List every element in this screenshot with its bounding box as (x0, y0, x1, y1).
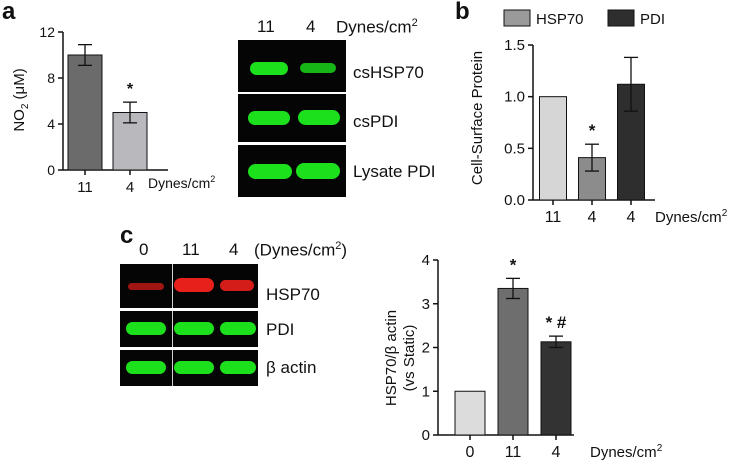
bar (540, 341, 572, 436)
panel-letter-b: b (455, 0, 470, 25)
band (126, 322, 166, 335)
legend-swatch-pdi (607, 9, 635, 27)
bar (454, 390, 486, 436)
bar (539, 96, 567, 201)
y-tick-label: 3 (422, 296, 430, 313)
band (174, 322, 214, 335)
panel-c-ylabel: HSP70/β actin (vs Static) (383, 310, 418, 406)
y-tick-label: 0.0 (504, 192, 525, 209)
bar (497, 287, 529, 436)
panel-c-xunit: Dynes/cm2 (590, 443, 663, 461)
blot-a-row-cshsp70 (238, 40, 346, 92)
svg-text:(vs Static): (vs Static) (401, 325, 418, 392)
x-tick-label: 11 (77, 179, 93, 196)
y-tick-label: 0.5 (504, 140, 525, 157)
legend-label-hsp70: HSP70 (536, 11, 584, 28)
blot-a-label-cshsp70: csHSP70 (353, 63, 424, 82)
panel-a-chart: NO2 (μM) 0 4 8 12 11 * 4 Dynes/cm2 (11, 24, 215, 196)
blot-c-lane-label: 0 (139, 240, 149, 259)
blot-c-unit-label: (Dynes/cm2) (254, 240, 348, 260)
band (220, 361, 256, 374)
band (298, 110, 340, 125)
band (126, 361, 166, 374)
svg-text:Cell-Surface Protein: Cell-Surface Protein (469, 51, 486, 185)
panel-b-chart: Cell-Surface Protein HSP70 PDI 0.0 0.5 1.0… (469, 9, 728, 226)
significance-marker: * (127, 81, 134, 98)
legend: HSP70 PDI (503, 9, 665, 28)
y-tick-label: 4 (47, 116, 55, 132)
blot-c-label-pdi: PDI (266, 320, 295, 339)
band (128, 283, 164, 290)
panel-a-xunit: Dynes/cm2 (148, 174, 215, 191)
blot-c-row-pdi (120, 311, 258, 347)
blot-c-row-beta-actin (120, 350, 258, 386)
y-tick-label: 4 (422, 252, 430, 269)
significance-marker: * (589, 121, 596, 140)
x-tick-label: 4 (552, 444, 561, 461)
bar (67, 54, 103, 171)
x-tick-label: 4 (126, 179, 134, 196)
band (250, 62, 288, 75)
y-tick-label: 0 (47, 162, 55, 178)
band (248, 164, 292, 179)
band (220, 322, 256, 335)
blot-c-lane-label: 11 (182, 240, 200, 259)
x-tick-label: 0 (466, 444, 475, 461)
x-tick-label: 11 (505, 444, 522, 461)
panel-b-ylabel: Cell-Surface Protein (469, 51, 486, 185)
lane-divider (172, 264, 173, 308)
significance-marker: * # (546, 313, 567, 332)
blot-c-row-hsp70 (120, 264, 258, 308)
panel-letter-c: c (120, 222, 134, 249)
band (174, 278, 214, 292)
lane-divider (172, 350, 173, 386)
blot-a-unit-label: Dynes/cm2 (336, 17, 418, 37)
blot-a-label-cspdi: csPDI (353, 112, 399, 131)
legend-label-pdi: PDI (640, 11, 665, 28)
band (220, 280, 254, 291)
band (296, 163, 340, 179)
panel-letter-a: a (2, 0, 16, 25)
svg-text:HSP70/β actin: HSP70/β actin (383, 310, 400, 406)
blot-c-label-beta-actin: β actin (266, 358, 317, 377)
y-tick-label: 0 (422, 427, 430, 444)
blot-c-label-hsp70: HSP70 (266, 285, 320, 304)
y-tick-label: 1 (422, 383, 430, 400)
band (248, 111, 290, 125)
panel-b-xunit: Dynes/cm2 (655, 208, 728, 226)
blot-c-lane-label: 4 (229, 240, 239, 259)
panel-a-ylabel: NO2 (μM) (11, 68, 31, 131)
band (174, 361, 214, 374)
lane-divider (172, 311, 173, 347)
band (300, 63, 336, 73)
y-tick-label: 8 (47, 70, 55, 86)
blot-a-label-lysate-pdi: Lysate PDI (353, 162, 436, 181)
y-tick-label: 2 (422, 340, 430, 357)
y-tick-label: 12 (39, 24, 55, 40)
blot-a-row-cspdi (238, 94, 346, 142)
blot-a-row-lysate-pdi (238, 145, 346, 197)
blot-a-lane-label: 11 (257, 17, 275, 36)
significance-marker: * (510, 255, 517, 274)
legend-swatch-hsp70 (503, 9, 531, 27)
y-tick-label: 1.5 (504, 37, 525, 54)
svg-text:NO2 (μM): NO2 (μM) (11, 68, 31, 131)
x-tick-label: 4 (588, 209, 597, 226)
blot-a-lane-label: 4 (306, 17, 316, 36)
x-tick-label: 4 (627, 209, 636, 226)
y-tick-label: 1.0 (504, 89, 525, 106)
x-tick-label: 11 (545, 209, 562, 226)
